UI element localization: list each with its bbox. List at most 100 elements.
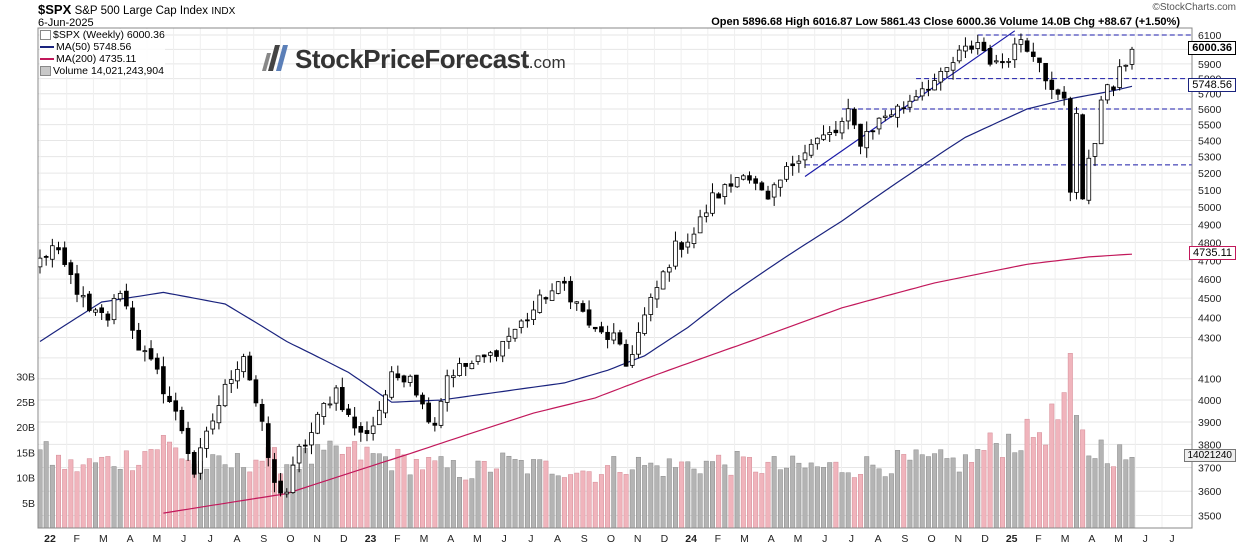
time-tick-label: S [260, 533, 267, 545]
candle-body [154, 357, 160, 370]
volume-bar [691, 468, 697, 529]
candle-body [148, 348, 154, 360]
volume-bar [648, 462, 654, 529]
candle-body [339, 387, 345, 411]
candle-body [111, 298, 117, 321]
price-tick-label: 5200 [1198, 168, 1222, 180]
volume-bar [568, 474, 574, 529]
volume-bar [672, 467, 678, 529]
candle-body [247, 355, 253, 381]
volume-bar [833, 461, 839, 529]
volume-bar [549, 473, 555, 529]
volume-bar [660, 476, 666, 529]
volume-badge: 14021240 [1183, 449, 1236, 463]
price-tick-label: 4600 [1198, 274, 1222, 286]
volume-bar [105, 456, 111, 529]
candle-body [481, 354, 487, 358]
candle-body [1006, 60, 1011, 63]
candle-body [815, 137, 820, 145]
time-tick-label: D [981, 533, 989, 545]
time-tick-label: A [1088, 533, 1095, 545]
price-tick-label: 5000 [1198, 202, 1222, 214]
candle-body [204, 430, 209, 449]
time-tick-label: D [340, 533, 348, 545]
candle-body [191, 452, 197, 475]
volume-bar [327, 440, 333, 529]
volume-bar [790, 455, 796, 529]
candle-body [389, 371, 394, 398]
candle-body [105, 313, 111, 321]
candle-body [80, 295, 86, 298]
candle-body [716, 193, 721, 199]
volume-bar [710, 461, 715, 529]
candle-body [401, 375, 407, 383]
time-tick-label: 25 [1006, 533, 1018, 545]
candle-body [500, 340, 506, 357]
candle-body [74, 273, 80, 295]
candle-body [778, 179, 783, 188]
volume-bar [771, 456, 777, 529]
time-tick-label: J [208, 533, 213, 545]
candle-body [1000, 61, 1005, 64]
candle-body [333, 387, 339, 404]
time-tick-label: M [99, 533, 108, 545]
candle-body [444, 375, 450, 403]
candle-body [407, 375, 413, 383]
candle-body [784, 166, 789, 180]
candle-body [919, 88, 925, 97]
candle-body [1080, 114, 1085, 200]
volume-bar [401, 454, 407, 529]
time-tick-label: J [1169, 533, 1174, 545]
candle-body [463, 362, 469, 367]
axes: 3500 3600 3700 3800 3900 4000 4100 4300 4400 4500… [16, 27, 1222, 545]
volume-bar [993, 443, 999, 529]
volume-bar [1006, 433, 1012, 529]
candle-body [426, 402, 431, 423]
candle-body [1049, 79, 1055, 90]
volume-bar [315, 444, 321, 529]
volume-bar [1080, 429, 1086, 529]
candle-body [179, 409, 185, 432]
time-tick-label: A [768, 533, 775, 545]
legend-ma200: MA(200) 4735.11 [40, 53, 165, 65]
candle-body [710, 192, 715, 214]
candle-body [167, 395, 172, 403]
volume-bar [210, 454, 216, 529]
volume-bar [420, 469, 425, 529]
candle-body [278, 480, 283, 494]
symbol: $SPX [38, 2, 72, 17]
time-tick-label: A [233, 533, 240, 545]
volume-bar [1061, 392, 1067, 529]
time-tick-label: A [127, 533, 134, 545]
grid-lines [38, 28, 1192, 528]
candle-body [993, 60, 999, 63]
time-tick-label: J [502, 533, 507, 545]
volume-bar [86, 458, 92, 529]
candle-body [907, 100, 913, 108]
time-tick-label: N [313, 533, 321, 545]
candle-body [599, 326, 604, 333]
candle-body [432, 422, 438, 426]
candle-body [660, 271, 666, 290]
volume-bar [975, 449, 981, 529]
candle-body [605, 331, 610, 340]
price-tick-label: 4000 [1198, 395, 1222, 407]
candle-body [703, 212, 709, 217]
candle-body [574, 301, 580, 304]
volume-tick-label: 20B [16, 422, 35, 434]
volume-bar [642, 465, 648, 529]
volume-bar [814, 466, 820, 529]
volume-bar [457, 477, 462, 529]
volume-bar [136, 464, 142, 529]
candle-body [926, 88, 931, 91]
volume-bar [784, 467, 789, 529]
candle-body [1086, 157, 1092, 201]
candle-body [858, 123, 863, 147]
volume-bar [1074, 415, 1079, 529]
candle-body [821, 134, 826, 140]
volume-tick-label: 25B [16, 397, 35, 409]
candle-body [975, 42, 981, 49]
candle-body [1030, 51, 1036, 57]
volume-tick-label: 15B [16, 447, 35, 459]
